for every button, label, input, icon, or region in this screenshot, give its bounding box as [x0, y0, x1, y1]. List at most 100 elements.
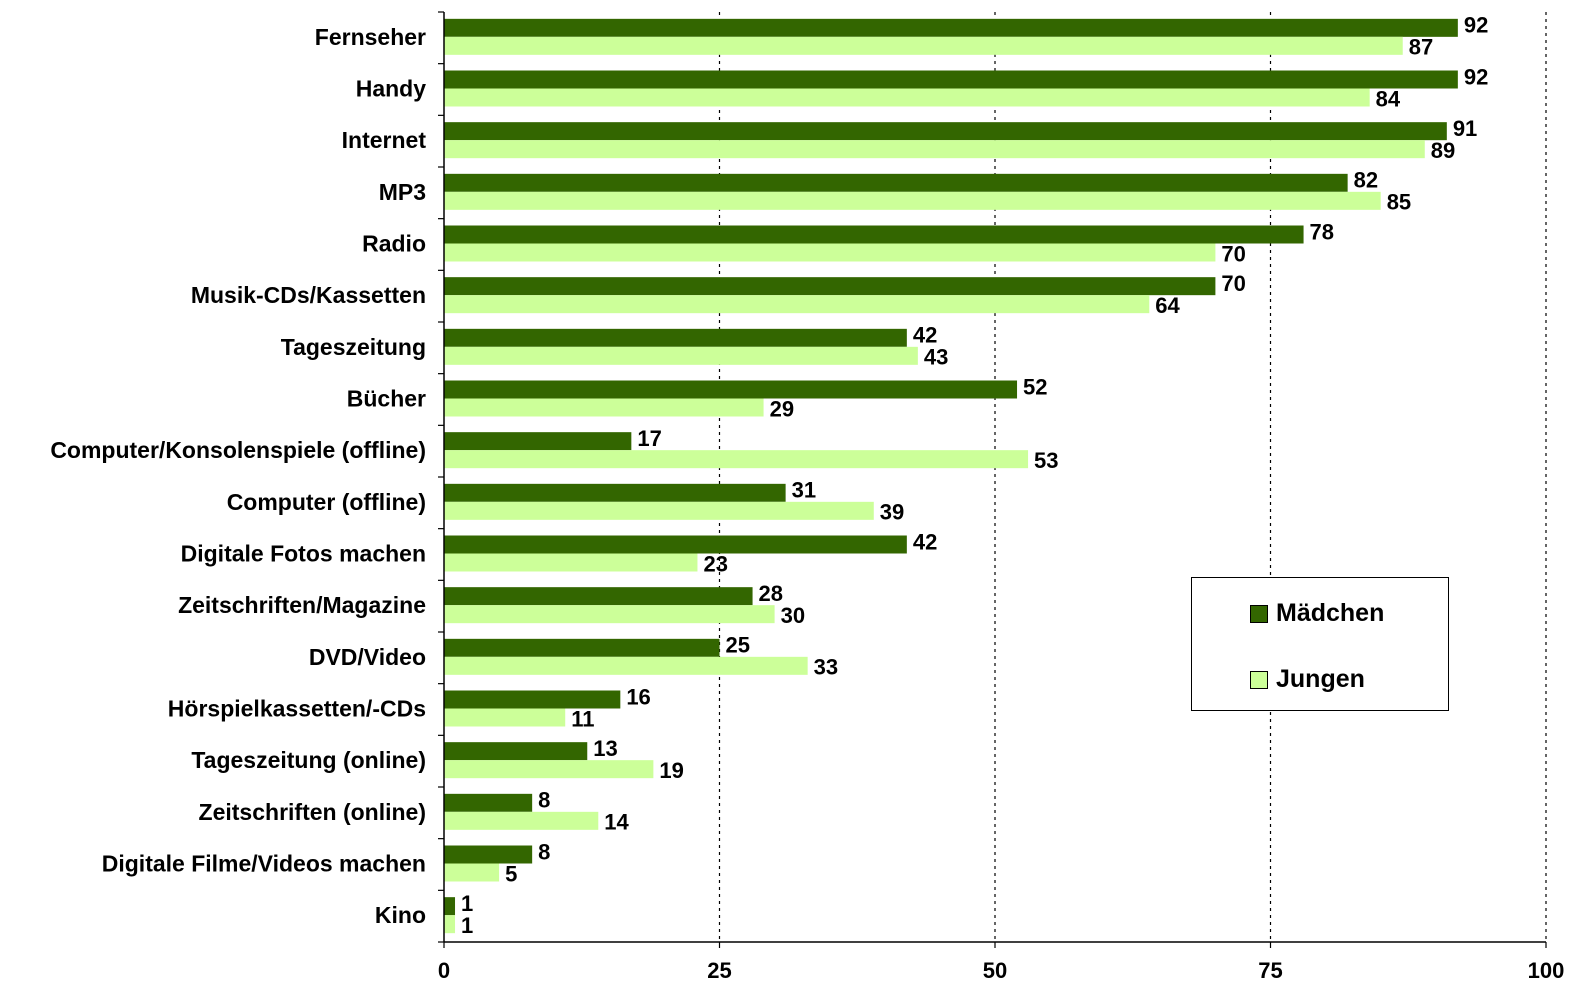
category-label-6: Tageszeitung — [281, 334, 426, 360]
category-label-14: Tageszeitung (online) — [191, 747, 426, 773]
category-label-11: Zeitschriften/Magazine — [178, 592, 426, 618]
data-label-jungen-10: 23 — [703, 551, 727, 576]
bar-maedchen-17 — [444, 897, 456, 916]
bar-maedchen-13 — [444, 690, 621, 709]
category-label-4: Radio — [362, 231, 426, 257]
data-label-jungen-17: 1 — [461, 913, 473, 938]
bar-jungen-4 — [444, 243, 1216, 262]
legend-swatch-jungen — [1250, 670, 1268, 689]
bar-jungen-10 — [444, 553, 698, 572]
legend-swatch-maedchen — [1250, 604, 1268, 623]
data-label-maedchen-5: 70 — [1221, 271, 1245, 296]
bar-jungen-3 — [444, 191, 1381, 210]
legend-item-maedchen: Mädchen — [1250, 599, 1384, 628]
category-label-12: DVD/Video — [309, 644, 426, 670]
bar-jungen-16 — [444, 863, 500, 882]
bar-jungen-14 — [444, 760, 654, 779]
data-label-jungen-15: 14 — [604, 810, 629, 835]
category-label-15: Zeitschriften (online) — [199, 799, 426, 825]
data-label-maedchen-6: 42 — [913, 323, 937, 348]
bar-jungen-0 — [444, 36, 1403, 55]
data-label-jungen-12: 33 — [814, 655, 838, 680]
data-label-jungen-6: 43 — [924, 345, 948, 370]
data-label-jungen-13: 11 — [571, 706, 594, 731]
bar-maedchen-16 — [444, 845, 533, 864]
legend-item-jungen: Jungen — [1250, 665, 1365, 694]
legend-label-maedchen: Mädchen — [1276, 599, 1385, 627]
bar-jungen-11 — [444, 605, 775, 624]
bar-maedchen-4 — [444, 225, 1304, 244]
x-tick-label-100: 100 — [1528, 958, 1565, 983]
bar-jungen-6 — [444, 346, 918, 365]
bar-jungen-13 — [444, 708, 566, 727]
bar-maedchen-9 — [444, 483, 786, 502]
bar-maedchen-14 — [444, 742, 588, 761]
data-label-maedchen-11: 28 — [759, 581, 783, 606]
x-tick-label-75: 75 — [1258, 958, 1282, 983]
bar-jungen-7 — [444, 398, 764, 417]
bar-maedchen-12 — [444, 638, 720, 657]
category-label-16: Digitale Filme/Videos machen — [102, 851, 426, 877]
bar-maedchen-5 — [444, 277, 1216, 296]
legend-label-jungen: Jungen — [1276, 665, 1365, 693]
data-label-jungen-5: 64 — [1155, 293, 1180, 318]
data-label-jungen-1: 84 — [1376, 86, 1401, 111]
x-tick-label-25: 25 — [707, 958, 731, 983]
data-label-jungen-2: 89 — [1431, 138, 1455, 163]
data-label-maedchen-9: 31 — [792, 478, 816, 503]
data-label-maedchen-10: 42 — [913, 529, 937, 554]
data-label-maedchen-13: 16 — [626, 684, 650, 709]
category-label-0: Fernseher — [315, 24, 426, 50]
category-label-13: Hörspielkassetten/-CDs — [168, 696, 426, 722]
data-label-jungen-8: 53 — [1034, 448, 1058, 473]
bar-maedchen-10 — [444, 535, 907, 554]
data-label-maedchen-12: 25 — [726, 633, 750, 658]
bar-maedchen-1 — [444, 70, 1458, 89]
data-label-jungen-11: 30 — [781, 603, 805, 628]
data-label-maedchen-0: 92 — [1464, 13, 1488, 38]
x-tick-label-50: 50 — [983, 958, 1007, 983]
data-label-jungen-0: 87 — [1409, 35, 1433, 60]
data-label-maedchen-4: 78 — [1310, 219, 1334, 244]
category-label-2: Internet — [342, 127, 427, 153]
data-label-maedchen-15: 8 — [538, 788, 550, 813]
bar-maedchen-6 — [444, 328, 907, 347]
bar-maedchen-7 — [444, 380, 1018, 399]
bar-jungen-8 — [444, 450, 1029, 469]
data-label-jungen-4: 70 — [1221, 241, 1245, 266]
data-label-maedchen-7: 52 — [1023, 374, 1047, 399]
bar-jungen-9 — [444, 501, 874, 520]
data-label-jungen-3: 85 — [1387, 190, 1411, 215]
x-tick-label-0: 0 — [438, 958, 450, 983]
bar-jungen-17 — [444, 915, 456, 934]
bar-maedchen-2 — [444, 122, 1447, 141]
bar-maedchen-8 — [444, 432, 632, 451]
legend: Mädchen Jungen — [1191, 577, 1449, 711]
data-label-maedchen-1: 92 — [1464, 64, 1488, 89]
bar-maedchen-11 — [444, 587, 753, 606]
data-label-maedchen-14: 13 — [593, 736, 617, 761]
bar-jungen-12 — [444, 656, 808, 675]
category-label-3: MP3 — [379, 179, 426, 205]
bar-maedchen-15 — [444, 793, 533, 812]
category-label-7: Bücher — [347, 386, 426, 412]
bar-maedchen-0 — [444, 18, 1458, 37]
data-label-maedchen-2: 91 — [1453, 116, 1477, 141]
bar-jungen-5 — [444, 295, 1150, 314]
data-label-jungen-14: 19 — [659, 758, 683, 783]
category-label-5: Musik-CDs/Kassetten — [191, 282, 426, 308]
bar-jungen-2 — [444, 140, 1425, 159]
bar-jungen-15 — [444, 811, 599, 830]
category-label-1: Handy — [356, 76, 427, 102]
category-label-10: Digitale Fotos machen — [181, 541, 426, 567]
data-label-maedchen-8: 17 — [637, 426, 661, 451]
category-label-8: Computer/Konsolenspiele (offline) — [50, 437, 426, 463]
data-label-maedchen-16: 8 — [538, 839, 550, 864]
bar-jungen-1 — [444, 88, 1370, 107]
data-label-jungen-16: 5 — [505, 861, 517, 886]
category-label-17: Kino — [375, 902, 426, 928]
data-label-jungen-7: 29 — [770, 396, 794, 421]
data-label-maedchen-17: 1 — [461, 891, 473, 916]
data-label-jungen-9: 39 — [880, 500, 904, 525]
